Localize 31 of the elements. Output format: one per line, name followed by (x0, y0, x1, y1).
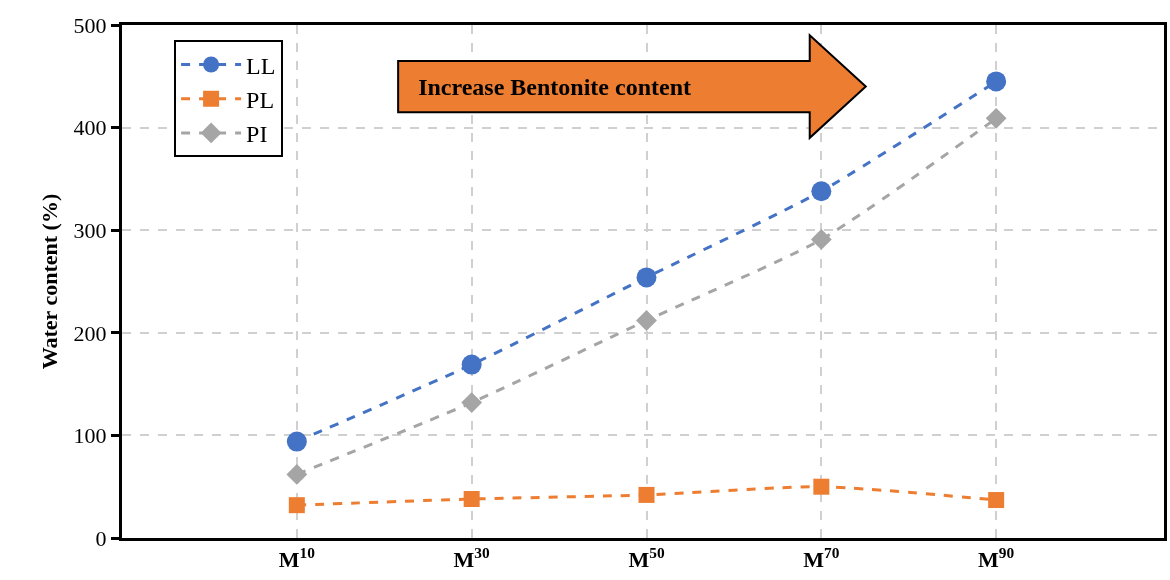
y-tick-label: 400 (73, 115, 107, 141)
point (988, 492, 1005, 509)
y-tick-label: 300 (73, 217, 107, 243)
point (985, 107, 1007, 129)
x-tick-label: M$^{10}$ (278, 544, 316, 573)
point (636, 267, 657, 288)
y-tick-label: 0 (95, 525, 107, 551)
x-tick-label: M$^{50}$ (628, 544, 665, 573)
legend-label: PL (246, 87, 275, 114)
point (810, 229, 832, 250)
point (461, 354, 482, 375)
y-tick-label: 200 (73, 320, 107, 346)
legend-label: PI (246, 121, 268, 148)
point (986, 71, 1007, 92)
y-tick-label: 100 (73, 423, 107, 449)
x-tick-label: M$^{90}$ (978, 544, 1015, 573)
x-tick-label: M$^{30}$ (453, 544, 491, 573)
y-axis-title: Water content (%) (37, 193, 63, 370)
x-tick-label: M$^{70}$ (803, 544, 840, 573)
point (463, 491, 480, 508)
y-tick-label: 500 (73, 12, 107, 38)
point (638, 486, 655, 503)
annotation: Increase Bentonite content (418, 73, 691, 100)
point (461, 392, 483, 413)
point (636, 310, 657, 331)
point (286, 463, 308, 485)
legend-label: LL (246, 52, 276, 79)
point (813, 478, 830, 495)
point (286, 431, 307, 452)
point (811, 181, 832, 202)
point (288, 497, 305, 514)
